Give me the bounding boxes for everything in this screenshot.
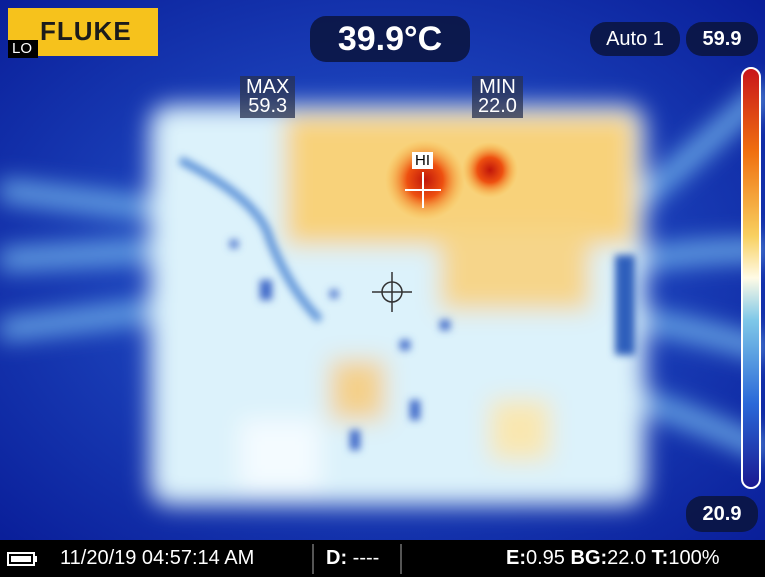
thermal-screen: FLUKE LO 39.9°C Auto 1 59.9 20.9 MAX59.3… [0,0,765,577]
hot-spot [462,142,518,198]
center-temperature: 39.9°C [310,16,470,62]
palette-mode[interactable]: Auto 1 [590,22,680,56]
divider [400,544,402,574]
background-value: 22.0 [607,547,646,569]
divider [312,544,314,574]
emissivity-label: E: [506,547,526,569]
transmission-value: 100% [668,547,719,569]
scale-max: 59.9 [686,22,758,56]
emissivity-value: 0.95 [526,547,565,569]
brand-logo: FLUKE [40,16,132,47]
status-bar: 11/20/19 04:57:14 AM D: ---- E:0.95 BG:2… [0,540,765,577]
color-scale-bar [742,68,760,488]
battery-icon [0,540,40,577]
max-value: 59.3 [246,97,289,116]
transmission-label: T: [652,547,669,569]
range-mode: LO [12,40,32,57]
thermal-image [0,0,765,540]
scale-min: 20.9 [686,496,758,532]
distance-value: ---- [353,547,380,569]
datetime: 11/20/19 04:57:14 AM [60,540,254,577]
hi-label: HI [412,152,433,169]
distance-label: D: [326,547,347,569]
background-label: BG: [571,547,608,569]
min-value: 22.0 [478,97,517,116]
